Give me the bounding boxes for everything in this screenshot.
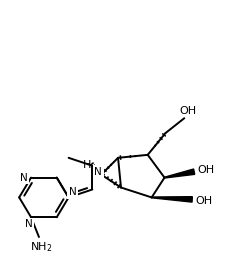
Text: N: N — [20, 173, 28, 183]
Text: N: N — [20, 173, 28, 183]
Text: OH: OH — [180, 106, 197, 116]
Text: N: N — [25, 219, 33, 229]
Text: N: N — [94, 167, 102, 177]
Text: N: N — [94, 167, 102, 177]
Polygon shape — [152, 197, 192, 202]
Text: N: N — [69, 187, 76, 198]
Text: NH$_2$: NH$_2$ — [30, 240, 52, 254]
Text: OH: OH — [195, 196, 213, 206]
Text: N: N — [69, 187, 76, 198]
Text: N: N — [25, 219, 33, 229]
Text: H: H — [83, 160, 92, 170]
Text: OH: OH — [197, 165, 214, 175]
Polygon shape — [164, 169, 195, 178]
